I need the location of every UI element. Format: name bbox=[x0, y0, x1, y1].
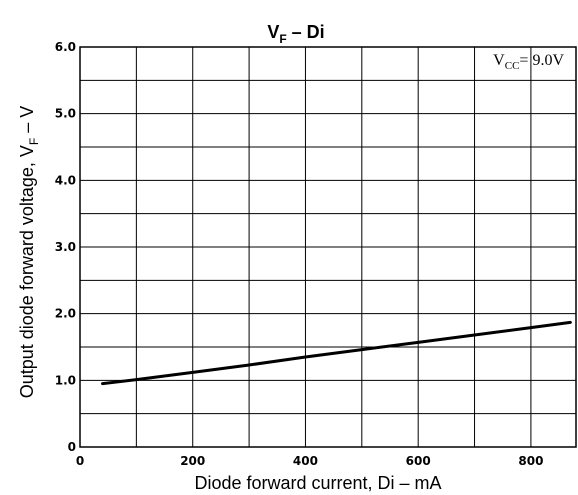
y-tick-label: 2.0 bbox=[55, 307, 76, 321]
x-tick-label: 800 bbox=[518, 454, 543, 468]
y-tick-label: 0 bbox=[68, 440, 76, 454]
plot-frame bbox=[79, 46, 577, 448]
annotation-vcc: VCC= 9.0V bbox=[493, 52, 564, 72]
grid bbox=[79, 46, 577, 448]
y-tick-label: 6.0 bbox=[55, 40, 76, 54]
tick-labels: 0 1.0 2.0 3.0 4.0 5.0 6.0 0 200 400 600 800 bbox=[55, 40, 544, 468]
x-tick-label: 0 bbox=[76, 454, 84, 468]
y-tick-label: 1.0 bbox=[55, 373, 76, 387]
y-tick-label: 3.0 bbox=[55, 240, 76, 254]
x-tick-label: 200 bbox=[180, 454, 205, 468]
x-tick-label: 600 bbox=[406, 454, 431, 468]
y-tick-label: 4.0 bbox=[55, 173, 76, 187]
x-axis-label: Diode forward current, Di – mA bbox=[194, 473, 441, 493]
x-tick-label: 400 bbox=[293, 454, 318, 468]
chart-title: VF – Di bbox=[267, 22, 324, 46]
y-tick-label: 5.0 bbox=[55, 107, 76, 121]
series-layer bbox=[101, 320, 572, 386]
y-axis-label: Output diode forward voltage, VF – V bbox=[17, 106, 41, 399]
series-line bbox=[101, 320, 572, 386]
